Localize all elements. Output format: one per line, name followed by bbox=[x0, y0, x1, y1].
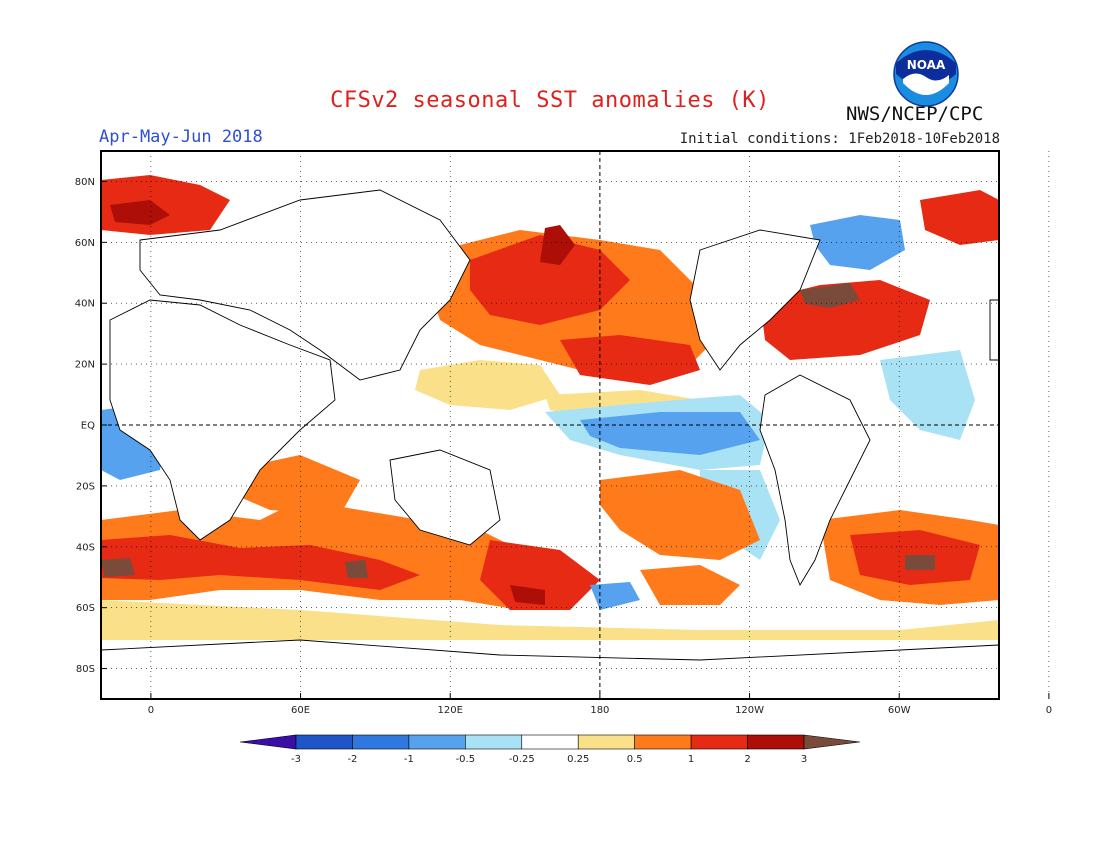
colorbar-label: 3 bbox=[801, 754, 807, 765]
colorbar-swatch bbox=[577, 734, 635, 750]
colorbar-label: -2 bbox=[347, 754, 357, 765]
lat-label: 60S bbox=[76, 603, 95, 614]
forecast-period: Apr-May-Jun 2018 bbox=[99, 127, 263, 147]
colorbar-swatch bbox=[803, 734, 861, 750]
colorbar-swatch bbox=[239, 734, 297, 750]
colorbar-label: 2 bbox=[744, 754, 750, 765]
noaa-logo: NOAA bbox=[893, 41, 959, 107]
colorbar-swatch bbox=[295, 734, 353, 750]
initial-conditions: Initial conditions: 1Feb2018-10Feb2018 bbox=[679, 131, 1000, 147]
colorbar-label: -0.25 bbox=[509, 754, 535, 765]
lat-label: 80N bbox=[75, 177, 95, 188]
colorbar-label: 0.25 bbox=[567, 754, 589, 765]
graticule bbox=[101, 151, 1050, 699]
colorbar-label: 0.5 bbox=[627, 754, 643, 765]
colorbar-swatch bbox=[352, 734, 410, 750]
colorbar-label: -3 bbox=[291, 754, 301, 765]
colorbar-label: -1 bbox=[404, 754, 414, 765]
lon-label: 0 bbox=[148, 705, 154, 716]
longitude-labels: 0 60E 120E 180 120W 60W 0 bbox=[148, 705, 1052, 716]
lon-label: 180 bbox=[590, 705, 609, 716]
agency-name: NWS/NCEP/CPC bbox=[846, 103, 984, 125]
lat-label: 20S bbox=[76, 481, 95, 492]
colorbar-label: -0.5 bbox=[456, 754, 476, 765]
coastlines bbox=[101, 189, 999, 699]
colorbar-swatch bbox=[634, 734, 692, 750]
colorbar: -3 -2 -1 -0.5 -0.25 0.25 0.5 1 2 3 bbox=[239, 734, 861, 765]
lon-label: 60W bbox=[888, 705, 911, 716]
colorbar-swatch bbox=[690, 734, 748, 750]
lon-label: 0 bbox=[1046, 705, 1052, 716]
colorbar-swatch bbox=[521, 734, 579, 750]
colorbar-swatch bbox=[747, 734, 805, 750]
colorbar-swatch bbox=[465, 734, 523, 750]
colorbar-swatch bbox=[408, 734, 466, 750]
map-title: CFSv2 seasonal SST anomalies (K) bbox=[330, 88, 770, 113]
latitude-labels: 80N 60N 40N 20N EQ 20S 40S 60S 80S bbox=[75, 177, 95, 675]
lat-label: EQ bbox=[81, 421, 95, 432]
lon-label: 60E bbox=[291, 705, 310, 716]
lat-label: 80S bbox=[76, 664, 95, 675]
lon-label: 120E bbox=[438, 705, 463, 716]
lon-label: 120W bbox=[735, 705, 764, 716]
lat-label: 60N bbox=[75, 238, 95, 249]
logo-text: NOAA bbox=[907, 58, 946, 72]
lat-label: 20N bbox=[75, 360, 95, 371]
lat-label: 40S bbox=[76, 542, 95, 553]
colorbar-label: 1 bbox=[688, 754, 694, 765]
lat-label: 40N bbox=[75, 299, 95, 310]
